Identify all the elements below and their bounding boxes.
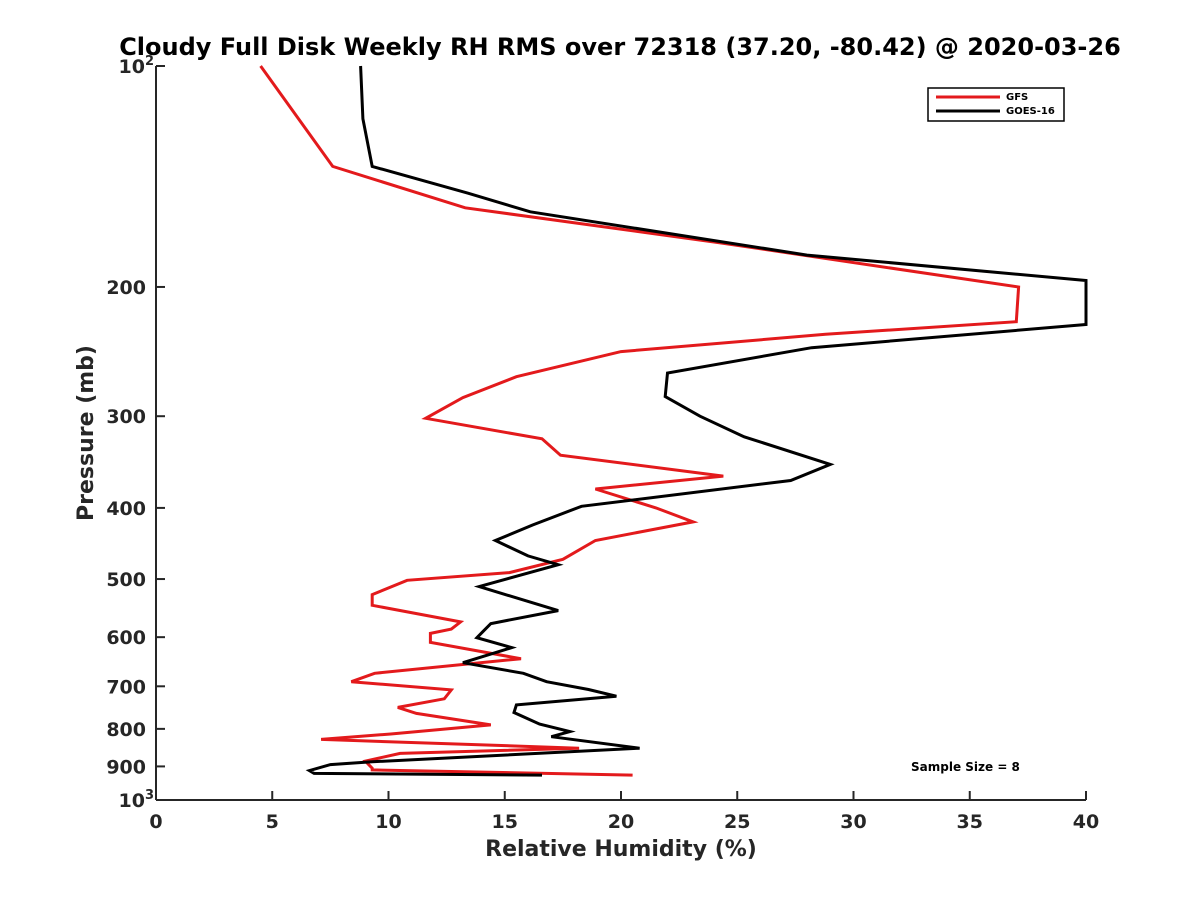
chart-title: Cloudy Full Disk Weekly RH RMS over 7231…: [119, 33, 1121, 61]
x-tick-label: 25: [724, 811, 750, 833]
x-tick-label: 40: [1073, 811, 1099, 833]
x-tick-label: 20: [608, 811, 634, 833]
y-tick-label: 400: [106, 498, 146, 520]
legend-label-gfs: GFS: [1006, 92, 1028, 103]
y-tick-label: 300: [106, 406, 146, 428]
legend-label-goes16: GOES-16: [1006, 106, 1055, 117]
sample-size-annotation: Sample Size = 8: [911, 760, 1020, 774]
legend: GFS GOES-16: [927, 87, 1065, 122]
series-layer: [259, 65, 1088, 777]
x-tick-label: 30: [840, 811, 866, 833]
y-tick-label: 900: [106, 756, 146, 778]
x-tick-label: 10: [375, 811, 401, 833]
y-axis-label: Pressure (mb): [74, 345, 99, 521]
x-tick-label: 0: [149, 811, 162, 833]
plot-area: 0 5 10 15 20 25 30 35 40 102 200 300 400 500 600 700 80…: [106, 54, 1099, 833]
y-tick-label: 500: [106, 569, 146, 591]
y-tick-label: 700: [106, 676, 146, 698]
legend-box: [927, 87, 1065, 122]
x-axis-label: Relative Humidity (%): [485, 837, 757, 862]
x-tick-label: 35: [957, 811, 983, 833]
x-tick-label: 5: [266, 811, 279, 833]
x-axis-ticks: 0 5 10 15 20 25 30 35 40: [149, 791, 1099, 833]
x-tick-label: 15: [492, 811, 518, 833]
y-tick-label: 200: [106, 277, 146, 299]
y-tick-label: 800: [106, 719, 146, 741]
series-line-gfs: [259, 65, 1021, 777]
series-line-goes16: [305, 65, 1088, 777]
y-tick-label: 600: [106, 627, 146, 649]
y-tick-label: 102: [119, 54, 155, 78]
